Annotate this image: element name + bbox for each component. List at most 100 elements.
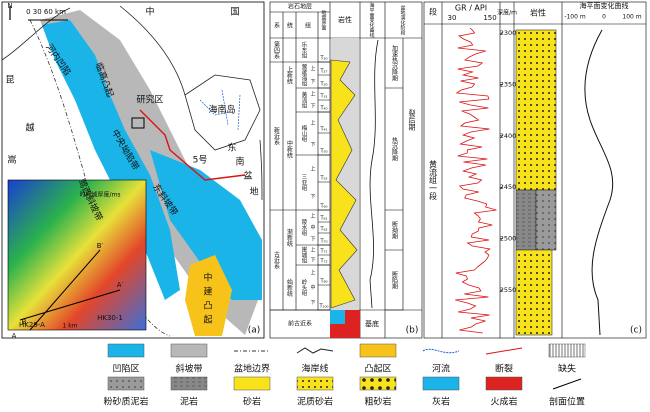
label: T₄₀ (319, 106, 327, 112)
legend-swatch (359, 376, 397, 391)
label: 中 (145, 6, 154, 18)
label: 黄流组一段 (429, 159, 438, 201)
label: 中 (310, 284, 315, 291)
label: T₂₀ (319, 56, 327, 62)
label: T₆₀ (319, 204, 327, 210)
label: 2300 (500, 29, 517, 37)
label: 中新统 (286, 139, 293, 159)
label: 建 (203, 286, 212, 298)
label: 2450 (500, 183, 517, 191)
label: 下 (310, 258, 315, 264)
label: 盆 (243, 170, 252, 182)
legend-label: 灰岩 (432, 396, 450, 408)
legend-label: 河流 (432, 363, 450, 375)
label: B (22, 318, 27, 326)
label: HK29-A (19, 321, 45, 329)
label: 莺歌海组 (301, 63, 308, 87)
label: 下 (310, 104, 315, 110)
legend-symbol (422, 348, 460, 354)
label: 越 (25, 122, 34, 134)
legend-swatch (422, 376, 460, 391)
label: 地 (249, 186, 258, 198)
label: T₇₁ (319, 249, 327, 255)
label: 上 (310, 247, 315, 254)
label: 陵水组 (301, 218, 308, 236)
label: 上 (310, 212, 315, 219)
label: 2350 (500, 80, 517, 88)
label: 2550 (500, 286, 517, 294)
legend-label: 泥质砂岩 (297, 396, 333, 408)
label: 统 (286, 21, 293, 29)
label: 昆 (5, 75, 14, 86)
legend-label: 断裂 (495, 363, 513, 375)
label: T₅₂ (319, 176, 327, 182)
label: 基底 (365, 319, 379, 328)
label: 盆地演化阶段 (400, 4, 406, 36)
label: 系 (273, 21, 280, 28)
label: 中 (203, 272, 212, 284)
legend-swatch (296, 376, 334, 391)
label: 0 (602, 14, 606, 21)
label: 起 (203, 315, 212, 326)
label: 深度/m (497, 9, 517, 17)
label: 国 (230, 7, 239, 18)
legend-swatch (170, 343, 208, 358)
label: -100 m (564, 14, 586, 21)
label: T₅₀ (319, 149, 327, 155)
legend-symbol (485, 347, 523, 355)
label: 地震界面 (321, 9, 327, 31)
label: 海平面变化曲线 (580, 1, 629, 10)
label: 5号 (193, 155, 208, 166)
label: T₇₀ (319, 239, 327, 245)
label: 梅山组 (301, 124, 308, 142)
label: 下 (310, 79, 315, 85)
label: (c) (630, 326, 642, 336)
label: (a) (248, 326, 261, 336)
label: 2500 (500, 235, 517, 243)
label: 始新统 (286, 278, 293, 298)
label: T₂₇ (319, 69, 327, 75)
well-log (423, 1, 647, 339)
label: A (12, 332, 17, 340)
label: 组 (304, 21, 311, 28)
legend-swatch (107, 376, 145, 391)
label: 0 30 60 km (26, 8, 66, 16)
legend-label: 泥岩 (180, 396, 198, 408)
label: B′ (97, 242, 104, 250)
label: 150 (483, 14, 496, 22)
legend-swatch (233, 376, 271, 391)
label: T₆₁ (319, 216, 327, 222)
gr-curve (455, 27, 497, 334)
label: N (7, 2, 12, 10)
legend-symbol (552, 378, 582, 390)
label: 研究区 (136, 94, 163, 106)
legend-swatch (548, 343, 586, 358)
label: 下 (310, 300, 315, 306)
label: 崖城组 (301, 247, 308, 264)
legend-label: 斜坡带 (175, 363, 202, 375)
label: 上 (310, 269, 315, 276)
label: (b) (406, 326, 419, 336)
label: HK30-1 (97, 314, 123, 322)
legend-label: 粗砂岩 (364, 396, 391, 408)
legend-label: 剖面位置 (549, 396, 585, 408)
label: 下 (310, 194, 315, 200)
label: T₃₀ (319, 82, 327, 88)
legend-swatch (107, 343, 145, 358)
label: 岩石地层 (288, 3, 312, 11)
strat-column (269, 1, 423, 339)
label: 三亚组 (301, 174, 308, 191)
label: 时间域厚度/ms (80, 191, 121, 199)
legend-label: 凹陷区 (112, 363, 139, 375)
label: 嵩 (7, 155, 16, 166)
label: 断陷期 (391, 270, 398, 290)
label: T₇₂ (319, 259, 327, 265)
label: T₆₂ (319, 227, 327, 233)
label: 第四系 (273, 40, 280, 59)
label: 海平面变化曲线 (369, 2, 375, 38)
label: 上 (310, 119, 315, 126)
legend-swatch (485, 376, 523, 391)
label: 加速热沉降期 (391, 44, 398, 82)
